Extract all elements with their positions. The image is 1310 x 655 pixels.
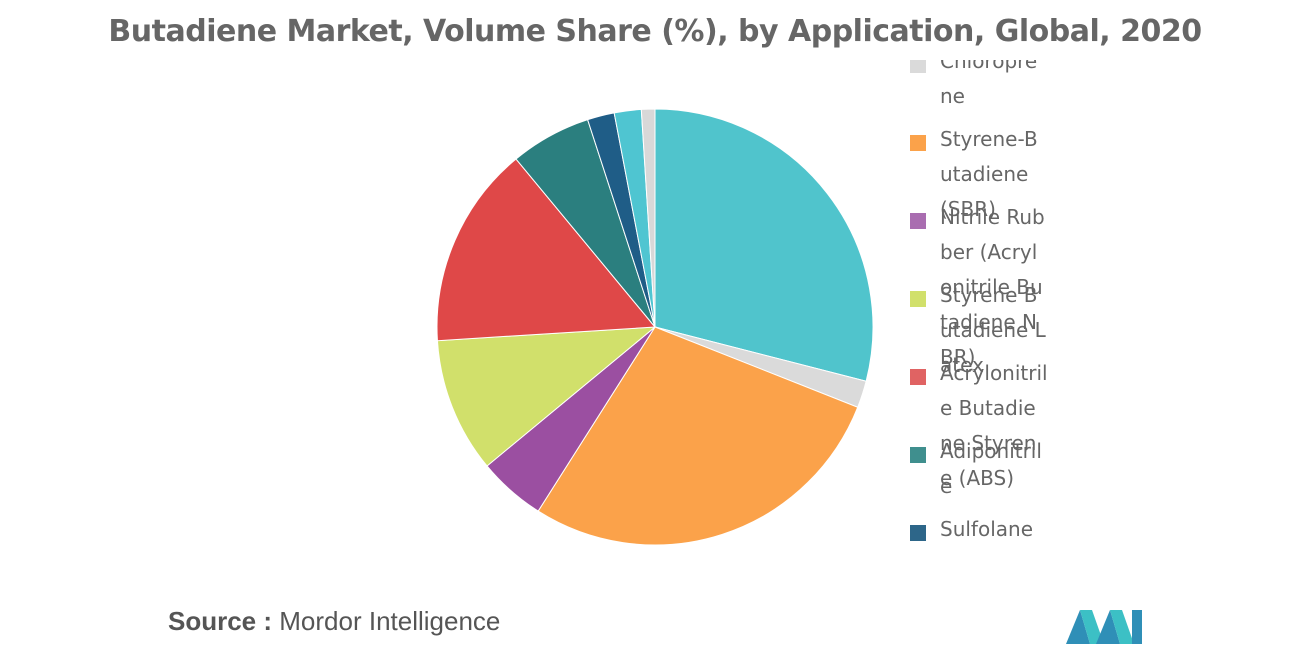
pie-slice-10 bbox=[640, 108, 656, 328]
legend-label: Acrylonitrile Butadiene Styrene (ABS) bbox=[940, 361, 1048, 490]
source-line: Source : Mordor Intelligence bbox=[168, 606, 500, 637]
legend-swatch bbox=[910, 135, 926, 151]
legend-swatch bbox=[910, 60, 926, 73]
pie-slice-6 bbox=[436, 158, 657, 342]
legend-label: Nitrile Rubber (Acrylonitrile Butadiene … bbox=[940, 205, 1045, 369]
mordor-logo bbox=[1066, 610, 1142, 644]
legend-label: Adiponitrile bbox=[940, 439, 1042, 498]
legend-label: Styrene Butadiene Latex bbox=[940, 283, 1046, 377]
legend-label: Sulfolane bbox=[940, 517, 1033, 541]
chart-legend: Chloroprene Styrene-Butadiene (SBR) Nitril… bbox=[908, 60, 1058, 595]
chart-title: Butadiene Market, Volume Share (%), by A… bbox=[108, 14, 1202, 49]
pie-slice-1 bbox=[654, 108, 874, 382]
pie-slice-3 bbox=[537, 326, 859, 546]
legend-swatch bbox=[910, 525, 926, 541]
legend-swatch bbox=[910, 213, 926, 229]
legend-label: Chloroprene bbox=[940, 60, 1038, 108]
legend-swatch bbox=[910, 369, 926, 385]
source-prefix: Source : bbox=[168, 606, 273, 636]
pie-slice-5 bbox=[436, 326, 657, 467]
source-name: Mordor Intelligence bbox=[279, 606, 501, 636]
legend-label: Styrene-Butadiene (SBR) bbox=[940, 127, 1038, 221]
legend-swatch bbox=[910, 447, 926, 463]
legend-swatch bbox=[910, 291, 926, 307]
legend-label: Ethylidene bbox=[940, 590, 1048, 595]
